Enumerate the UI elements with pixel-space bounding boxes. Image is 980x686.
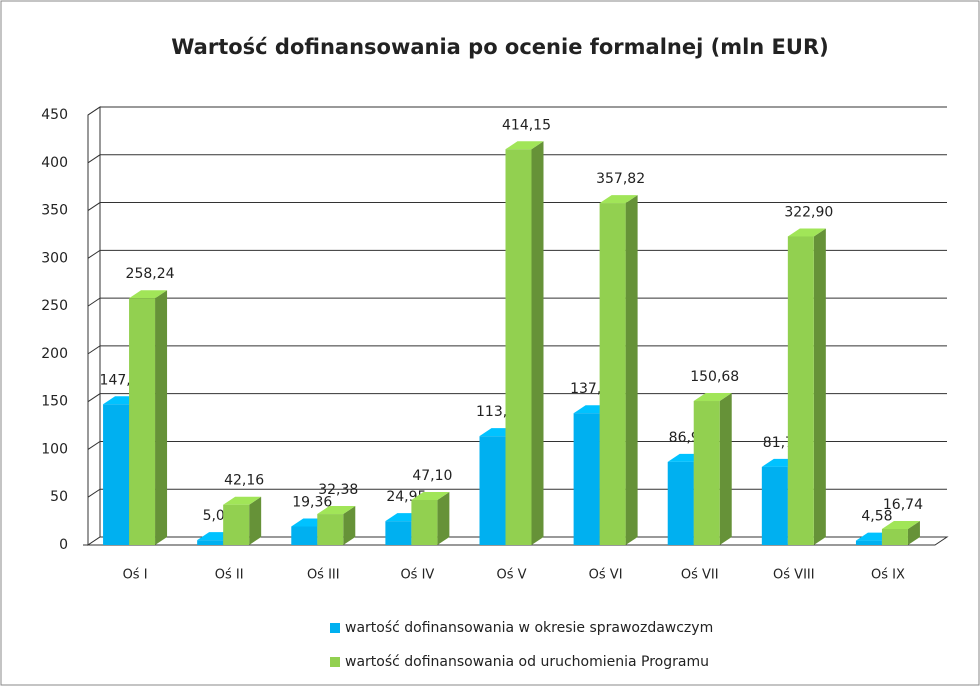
grid-line (87, 297, 947, 307)
grid-line (87, 345, 947, 355)
data-label: 16,74 (883, 497, 923, 513)
bar-top (693, 393, 732, 402)
x-tick-label: Oś V (496, 568, 526, 583)
bar (411, 499, 438, 545)
bar-top (599, 195, 638, 204)
bar-side (813, 228, 826, 545)
bar (573, 413, 600, 545)
bar (505, 149, 532, 546)
grid-line (87, 488, 947, 498)
data-label: 32,38 (318, 482, 358, 498)
bar-top (505, 141, 544, 150)
y-tick-label: 0 (59, 537, 68, 553)
grid-line (87, 154, 947, 164)
bar-top (223, 496, 262, 505)
bar-side (719, 393, 732, 545)
data-label: 258,24 (126, 266, 175, 282)
data-label: 19,36 (292, 495, 332, 511)
y-tick-label: 300 (41, 250, 68, 266)
data-label: 150,68 (690, 369, 739, 385)
legend-label: wartość dofinansowania od uruchomienia P… (345, 654, 709, 670)
grid-line (87, 106, 947, 116)
bar-top (787, 228, 826, 237)
legend-swatch (330, 657, 340, 667)
grid-line (87, 393, 947, 403)
data-label: 4,58 (861, 509, 892, 525)
grid-line (87, 440, 947, 450)
bar-side (907, 521, 920, 545)
y-tick-label: 150 (41, 394, 68, 410)
y-tick-label: 450 (41, 107, 68, 123)
x-tick-label: Oś II (215, 568, 244, 583)
bar-side (437, 491, 450, 545)
legend-swatch (330, 623, 340, 633)
x-tick-label: Oś IX (871, 568, 905, 583)
bar (103, 404, 130, 545)
data-label: 47,10 (412, 468, 452, 484)
bar (787, 236, 814, 545)
y-tick-label: 250 (41, 298, 68, 314)
data-label: 414,15 (502, 117, 551, 133)
bar (693, 401, 720, 545)
grid-line (87, 202, 947, 211)
x-tick-label: Oś VI (589, 568, 623, 583)
bar (479, 436, 506, 545)
chart-title: Wartość dofinansowania po ocenie formaln… (171, 35, 828, 59)
y-tick-label: 50 (50, 489, 68, 505)
grid-line (87, 249, 947, 259)
bar (881, 529, 908, 545)
bar-side (343, 506, 356, 545)
bar (223, 504, 250, 545)
bar (599, 203, 626, 545)
x-tick-label: Oś III (307, 568, 340, 583)
legend-label: wartość dofinansowania w okresie sprawoz… (345, 620, 713, 636)
bar-top (411, 491, 450, 500)
bar-side (531, 141, 544, 546)
bar (197, 540, 224, 545)
bar-top (881, 521, 920, 530)
bar (667, 461, 694, 545)
bar (129, 298, 156, 545)
bar (317, 514, 344, 545)
data-label: 357,82 (596, 171, 645, 187)
bar (385, 521, 412, 545)
bar-top (129, 290, 168, 299)
x-tick-label: Oś VII (681, 568, 719, 583)
y-tick-label: 350 (41, 203, 68, 219)
bar-side (155, 290, 168, 545)
y-tick-label: 100 (41, 441, 68, 457)
data-label: 42,16 (224, 473, 264, 489)
y-tick-label: 400 (41, 155, 68, 171)
y-tick-label: 200 (41, 346, 68, 362)
data-label: 322,90 (784, 204, 833, 220)
bar (291, 526, 318, 545)
x-tick-label: Oś IV (400, 568, 434, 583)
bar (761, 466, 788, 545)
bar-side (249, 496, 262, 545)
x-tick-label: Oś I (123, 568, 148, 583)
bar-side (625, 195, 638, 545)
bar (855, 540, 882, 545)
x-tick-label: Oś VIII (773, 568, 815, 583)
bar-top (317, 506, 356, 515)
